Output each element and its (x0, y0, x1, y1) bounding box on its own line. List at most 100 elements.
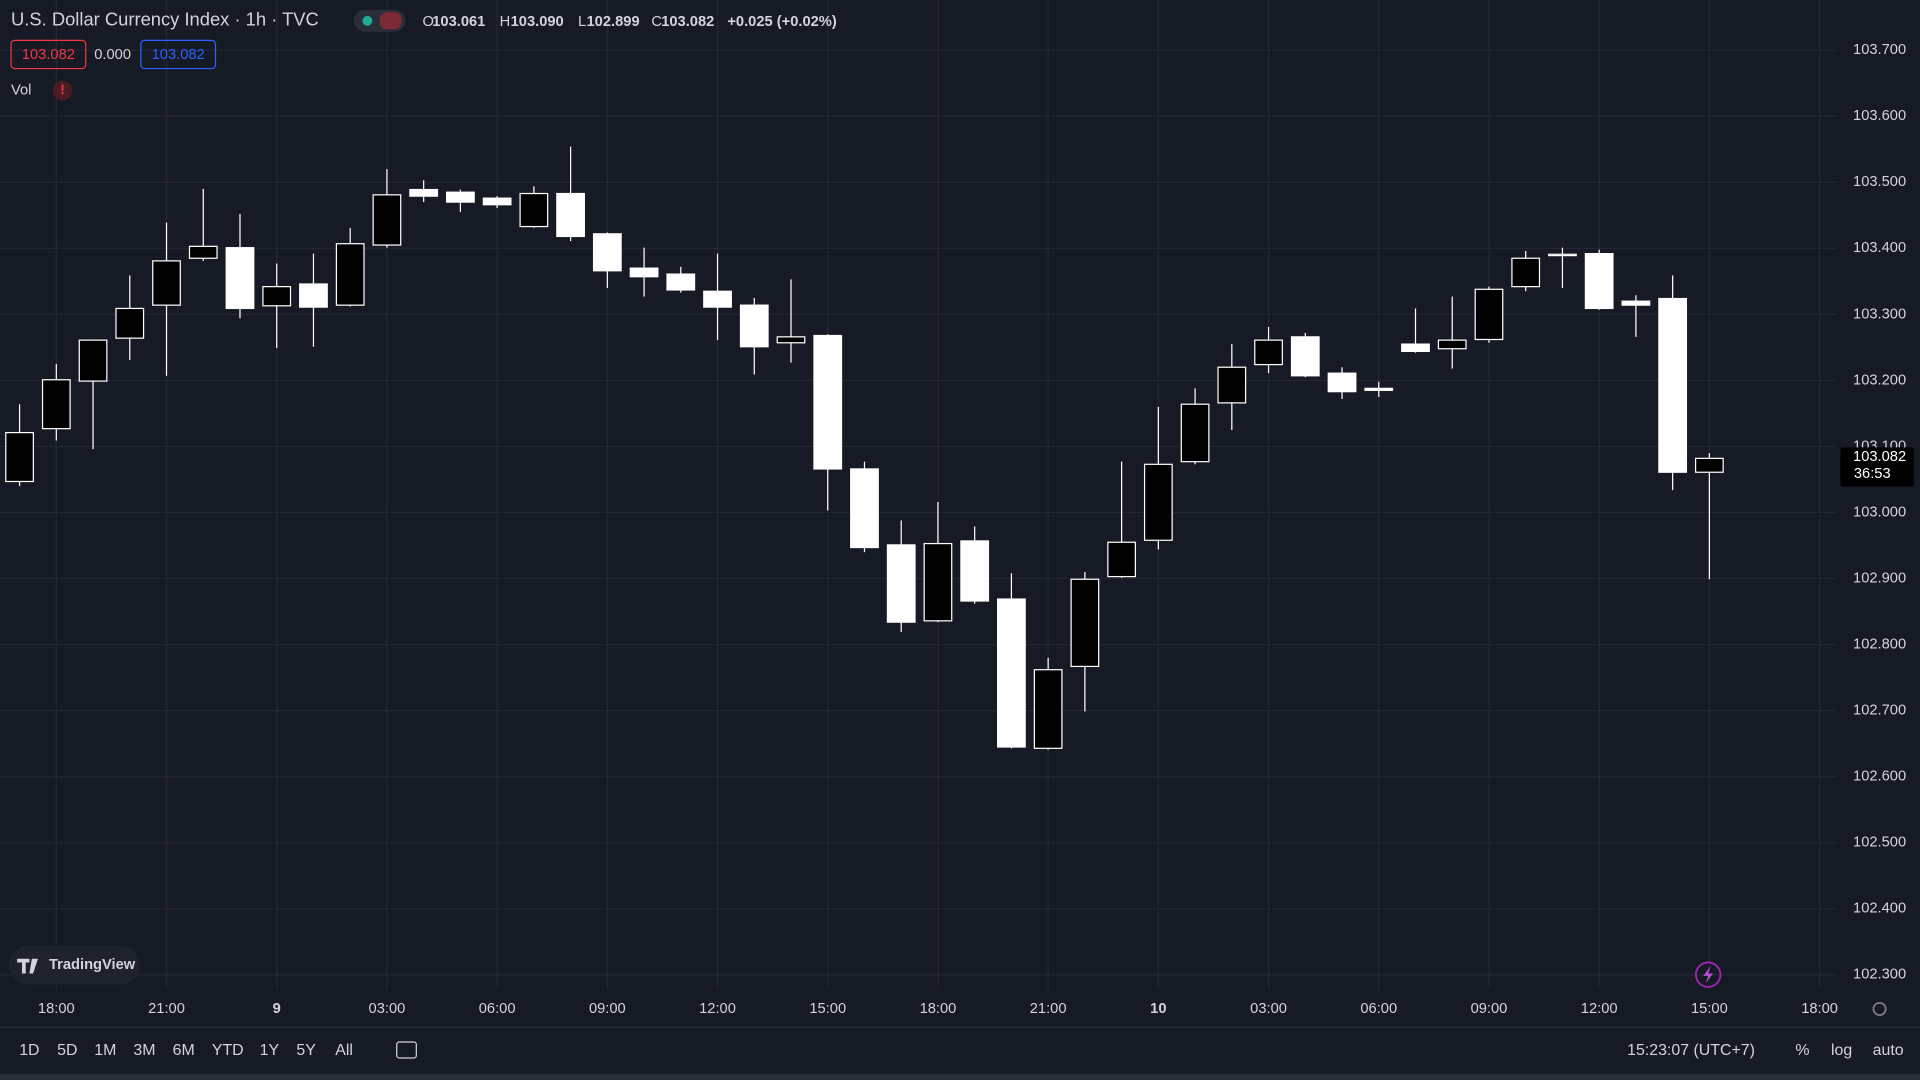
range-button[interactable]: 3M (133, 1042, 155, 1059)
candle-body (1033, 669, 1063, 749)
price-box-ask[interactable] (140, 39, 217, 70)
x-tick-label: 03:00 (369, 1001, 406, 1017)
x-tick-label: 9 (273, 1001, 281, 1017)
candle-body (997, 598, 1026, 748)
settings-icon[interactable] (1872, 1001, 1887, 1017)
spread-text: 0.000 (94, 47, 131, 63)
ohlc-key: L (578, 14, 586, 30)
y-tick-label: 102.700 (1853, 703, 1906, 719)
candle-body (1437, 339, 1467, 350)
candle-body (1621, 300, 1651, 306)
candle-body (78, 339, 108, 382)
candle-body (1070, 578, 1100, 668)
candle-body (1548, 253, 1577, 257)
range-button[interactable]: 5D (57, 1042, 77, 1059)
price-box-bid[interactable] (10, 39, 87, 70)
bottom-toolbar: 1D 5D 1M 3M 6M YTD 1Y 5Y All% log auto (19, 1042, 1904, 1059)
candle-body (960, 540, 990, 602)
range-button[interactable]: 1Y (260, 1042, 280, 1059)
clock: 15:23:07 (UTC+7) (1627, 1042, 1755, 1059)
range-button[interactable]: 1D (19, 1042, 39, 1059)
x-tick-label: 18:00 (1801, 1001, 1838, 1017)
chart-title: U.S. Dollar Currency Index · 1h · TVC (11, 9, 319, 30)
ohlc-key: H (500, 14, 511, 30)
range-button[interactable]: YTD (212, 1042, 244, 1059)
y-tick-label: 102.400 (1853, 901, 1906, 917)
candle-body (629, 267, 659, 278)
x-tick-label: 18:00 (920, 1001, 957, 1017)
candle-body (923, 542, 953, 622)
candle-body (1180, 403, 1210, 463)
candle-body (152, 260, 181, 306)
x-tick-label: 03:00 (1250, 1001, 1287, 1017)
y-tick-label: 103.600 (1853, 108, 1906, 124)
candle-body (519, 192, 549, 228)
candle-body (41, 379, 71, 430)
watermark-bg[interactable] (8, 945, 140, 985)
candle-body (850, 468, 879, 549)
candle-body (1511, 257, 1541, 288)
candle-body (262, 286, 292, 307)
candle-body (1143, 463, 1173, 541)
y-tick-label: 103.700 (1853, 42, 1906, 58)
candle-body (5, 431, 34, 483)
candle-body (372, 194, 402, 246)
candle-body (1364, 387, 1394, 391)
y-tick-label: 102.600 (1853, 769, 1906, 785)
x-tick-label: 21:00 (1030, 1001, 1067, 1017)
ohlc-key: C (651, 14, 662, 30)
price-tag (1840, 447, 1914, 487)
scale-button[interactable]: auto (1873, 1042, 1904, 1059)
candle-body (703, 290, 732, 308)
y-tick-label: 103.000 (1853, 504, 1906, 520)
candle-body (1474, 288, 1504, 341)
range-button[interactable]: All (335, 1042, 353, 1059)
x-tick-label: 06:00 (1360, 1001, 1397, 1017)
range-button[interactable]: 6M (173, 1042, 195, 1059)
watermark-text: TradingView (49, 957, 136, 973)
y-tick-label: 103.300 (1853, 306, 1906, 322)
date-range-icon[interactable] (396, 1041, 417, 1059)
lightning-icon[interactable] (1695, 961, 1722, 988)
x-tick-label: 09:00 (589, 1001, 626, 1017)
range-button[interactable]: 5Y (296, 1042, 316, 1059)
scale-button[interactable]: log (1831, 1042, 1852, 1059)
y-tick-label: 103.500 (1853, 174, 1906, 190)
candle-body (188, 245, 218, 259)
candle-body (1327, 372, 1357, 393)
candle-body (409, 188, 439, 197)
candle-body (482, 197, 512, 206)
y-tick-label: 102.800 (1853, 636, 1906, 652)
range-button[interactable]: 1M (94, 1042, 116, 1059)
y-tick-label: 102.900 (1853, 570, 1906, 586)
candle-body (1694, 457, 1724, 473)
x-tick-label: 15:00 (809, 1001, 846, 1017)
scale-button[interactable]: % (1795, 1042, 1809, 1059)
candle-body (1254, 339, 1283, 366)
price-box-text: 103.082 (152, 47, 205, 63)
warning-icon[interactable] (52, 80, 73, 101)
logo (17, 958, 38, 974)
candle-body (813, 334, 843, 470)
x-tick-label: 15:00 (1691, 1001, 1728, 1017)
x-tick-label: 10 (1150, 1001, 1166, 1017)
toggle-dot (362, 15, 373, 26)
candle-body (776, 336, 806, 344)
candle-body (592, 233, 622, 272)
candle-body (1658, 297, 1688, 473)
warning-mark: ! (60, 82, 64, 97)
candle-body (446, 191, 475, 203)
x-tick-label: 18:00 (38, 1001, 75, 1017)
ohlc-value: 103.061 (432, 14, 485, 30)
price-tag-price: 103.082 (1853, 449, 1906, 465)
ohlc-value: 102.899 (587, 14, 640, 30)
candle-body (666, 273, 696, 291)
candle-body (556, 192, 585, 238)
candle-body (1217, 366, 1247, 404)
candle-body (1401, 343, 1430, 352)
price-box-text: 103.082 (22, 47, 75, 63)
candle-body (1290, 336, 1320, 377)
bottom-strip (0, 1073, 1920, 1080)
